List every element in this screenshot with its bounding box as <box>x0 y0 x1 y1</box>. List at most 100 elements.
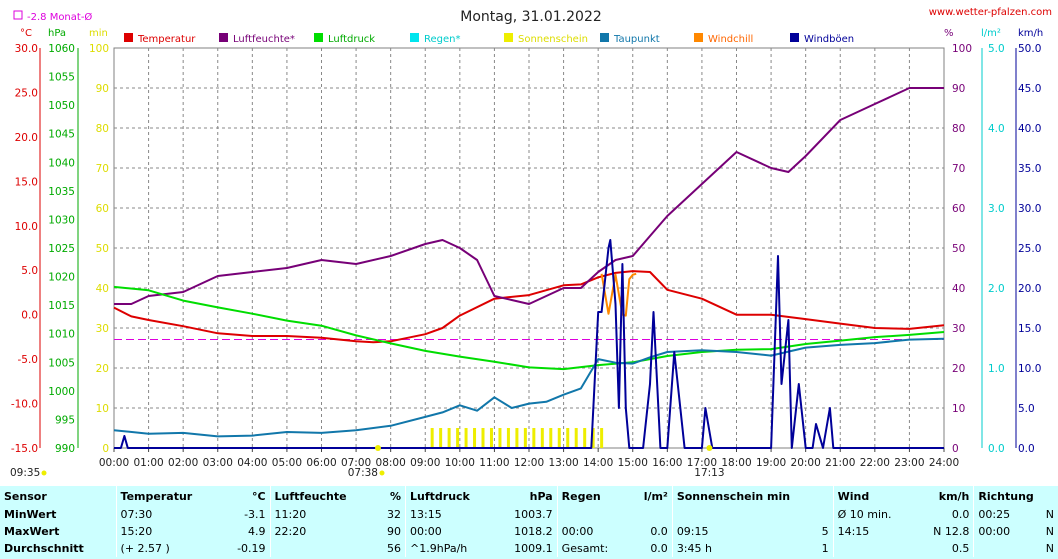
hdr-temp: Temperatur <box>115 486 222 506</box>
axis-tick-label: -10.0 <box>11 399 38 411</box>
hdr-wind-unit: km/h <box>938 489 970 503</box>
series-line <box>114 87 944 305</box>
x-tick-label: 22:00 <box>860 457 890 469</box>
legend: Temperatur Luftfeuchte* Luftdruck Regen* Son… <box>124 33 854 45</box>
axis-tick-label: 90 <box>952 83 965 95</box>
hum-value: 56 <box>387 542 402 555</box>
sunshine-bar <box>591 428 595 448</box>
sunshine-bar <box>464 428 468 448</box>
axis-tick-label: 5.0 <box>1018 403 1035 415</box>
press-value: 1009.1 <box>514 542 553 555</box>
rain-time <box>556 506 630 523</box>
legend-label: Temperatur <box>137 34 196 45</box>
temp-value: -3.1 <box>244 508 266 521</box>
x-tick-label: 23:00 <box>894 457 924 469</box>
pressure-unit: hPa <box>48 28 66 39</box>
hdr-sensor: Sensor <box>4 489 47 503</box>
axis-tick-label: 80 <box>952 123 965 135</box>
sunshine-bar <box>574 428 578 448</box>
x-tick-label: 06:00 <box>306 457 336 469</box>
sunshine-bar <box>583 428 587 448</box>
dir-time <box>973 540 1034 557</box>
axis-tick-label: 990 <box>55 443 75 455</box>
hum-value: 90 <box>387 525 402 538</box>
hdr-direction: Richtung <box>973 486 1058 506</box>
sun-time: 09:15 <box>671 523 791 540</box>
axis-tick-label: 40 <box>952 283 965 295</box>
wind-value: N 12.8 <box>933 525 970 538</box>
axis-tick-label: 10.0 <box>1018 363 1041 375</box>
grid <box>114 48 944 448</box>
x-tick-label: 15:00 <box>618 457 648 469</box>
axis-tick-label: -5.0 <box>18 354 39 366</box>
site-url[interactable]: www.wetter-pfalzen.com <box>929 7 1052 18</box>
stats-header-row: Sensor Temperatur °C Luftfeuchte % Luftd… <box>0 486 1058 506</box>
sunshine-bar <box>540 428 544 448</box>
sun-unit: min <box>89 28 108 39</box>
axis-tick-label: 20 <box>952 363 965 375</box>
axis-tick-label: 60 <box>96 203 109 215</box>
markers: 07:38 17:13 09:35 <box>10 445 725 479</box>
dir-time: 00:25 <box>973 506 1034 523</box>
sunshine-bar <box>515 428 519 448</box>
sunset-dot <box>706 445 713 451</box>
axis-tick-label: 90 <box>96 83 109 95</box>
series-line <box>114 239 944 449</box>
axis-tick-label: 10 <box>96 403 109 415</box>
stats-row-avg: Durchschnitt (+ 2.57 ) -0.19 56 ^1.9hPa/… <box>0 540 1058 557</box>
axis-tick-label: 45.0 <box>1018 83 1041 95</box>
axis-tick-label: 995 <box>55 414 75 426</box>
sunshine-bar <box>456 428 460 448</box>
legend-label: Windböen <box>804 34 854 45</box>
axis-tick-label: 15.0 <box>1018 323 1041 335</box>
press-value: 1018.2 <box>514 525 553 538</box>
temp-value: -0.19 <box>237 542 266 555</box>
axis-tick-label: 80 <box>96 123 109 135</box>
sunshine-bar <box>498 428 502 448</box>
sun-time <box>671 506 791 523</box>
series-layer <box>113 87 945 449</box>
axes: 30.0 25.0 20.0 15.0 10.0 5.0 0.0 -5.0 -10.0 -15.0… <box>11 43 1042 469</box>
axis-tick-label: 50.0 <box>1018 43 1041 55</box>
press-time: ^1.9hPa/h <box>405 540 496 557</box>
sunshine-bar <box>447 428 451 448</box>
sunshine-bar <box>430 428 434 448</box>
legend-label: Sonnenschein <box>518 34 588 45</box>
sunrise-dot <box>374 445 381 451</box>
axis-tick-label: 35.0 <box>1018 163 1041 175</box>
axis-tick-label: 30.0 <box>15 43 38 55</box>
rain-value: 0.0 <box>650 542 668 555</box>
now-sun-icon <box>41 470 47 476</box>
legend-label: Luftdruck <box>328 34 375 45</box>
wind-unit: km/h <box>1018 28 1043 39</box>
temp-time: (+ 2.57 ) <box>115 540 222 557</box>
sunshine-bar <box>439 428 443 448</box>
hdr-rain: Regen <box>556 486 630 506</box>
x-tick-label: 10:00 <box>445 457 475 469</box>
temp-time: 07:30 <box>115 506 222 523</box>
now-label: 09:35 <box>10 467 40 479</box>
x-tick-label: 16:00 <box>652 457 682 469</box>
sunshine-bar <box>506 428 510 448</box>
axis-tick-label: 70 <box>96 163 109 175</box>
axis-tick-label: 30 <box>952 323 965 335</box>
temp-value: 4.9 <box>248 525 266 538</box>
sun-time: 3:45 h <box>671 540 791 557</box>
row-label: MaxWert <box>4 525 60 538</box>
axis-tick-label: 20.0 <box>15 132 38 144</box>
series-line <box>113 270 945 344</box>
sun-value: 1 <box>821 542 829 555</box>
stats-row-max: MaxWert 15:20 4.9 22:20 90 00:00 1018.2 … <box>0 523 1058 540</box>
x-tick-label: 01:00 <box>133 457 163 469</box>
hum-value: 32 <box>387 508 402 521</box>
axis-tick-label: 25.0 <box>15 87 38 99</box>
weather-chart: Montag, 31.01.2022 www.wetter-pfalzen.co… <box>10 7 1052 479</box>
axis-tick-label: 100 <box>952 43 972 55</box>
axis-tick-label: 2.0 <box>988 283 1005 295</box>
axis-tick-label: 30.0 <box>1018 203 1041 215</box>
x-tick-label: 03:00 <box>203 457 233 469</box>
sunshine-bar <box>532 428 536 448</box>
row-label: MinWert <box>4 508 57 521</box>
dir-value: N <box>1045 542 1054 555</box>
rain-time: Gesamt: <box>556 540 630 557</box>
